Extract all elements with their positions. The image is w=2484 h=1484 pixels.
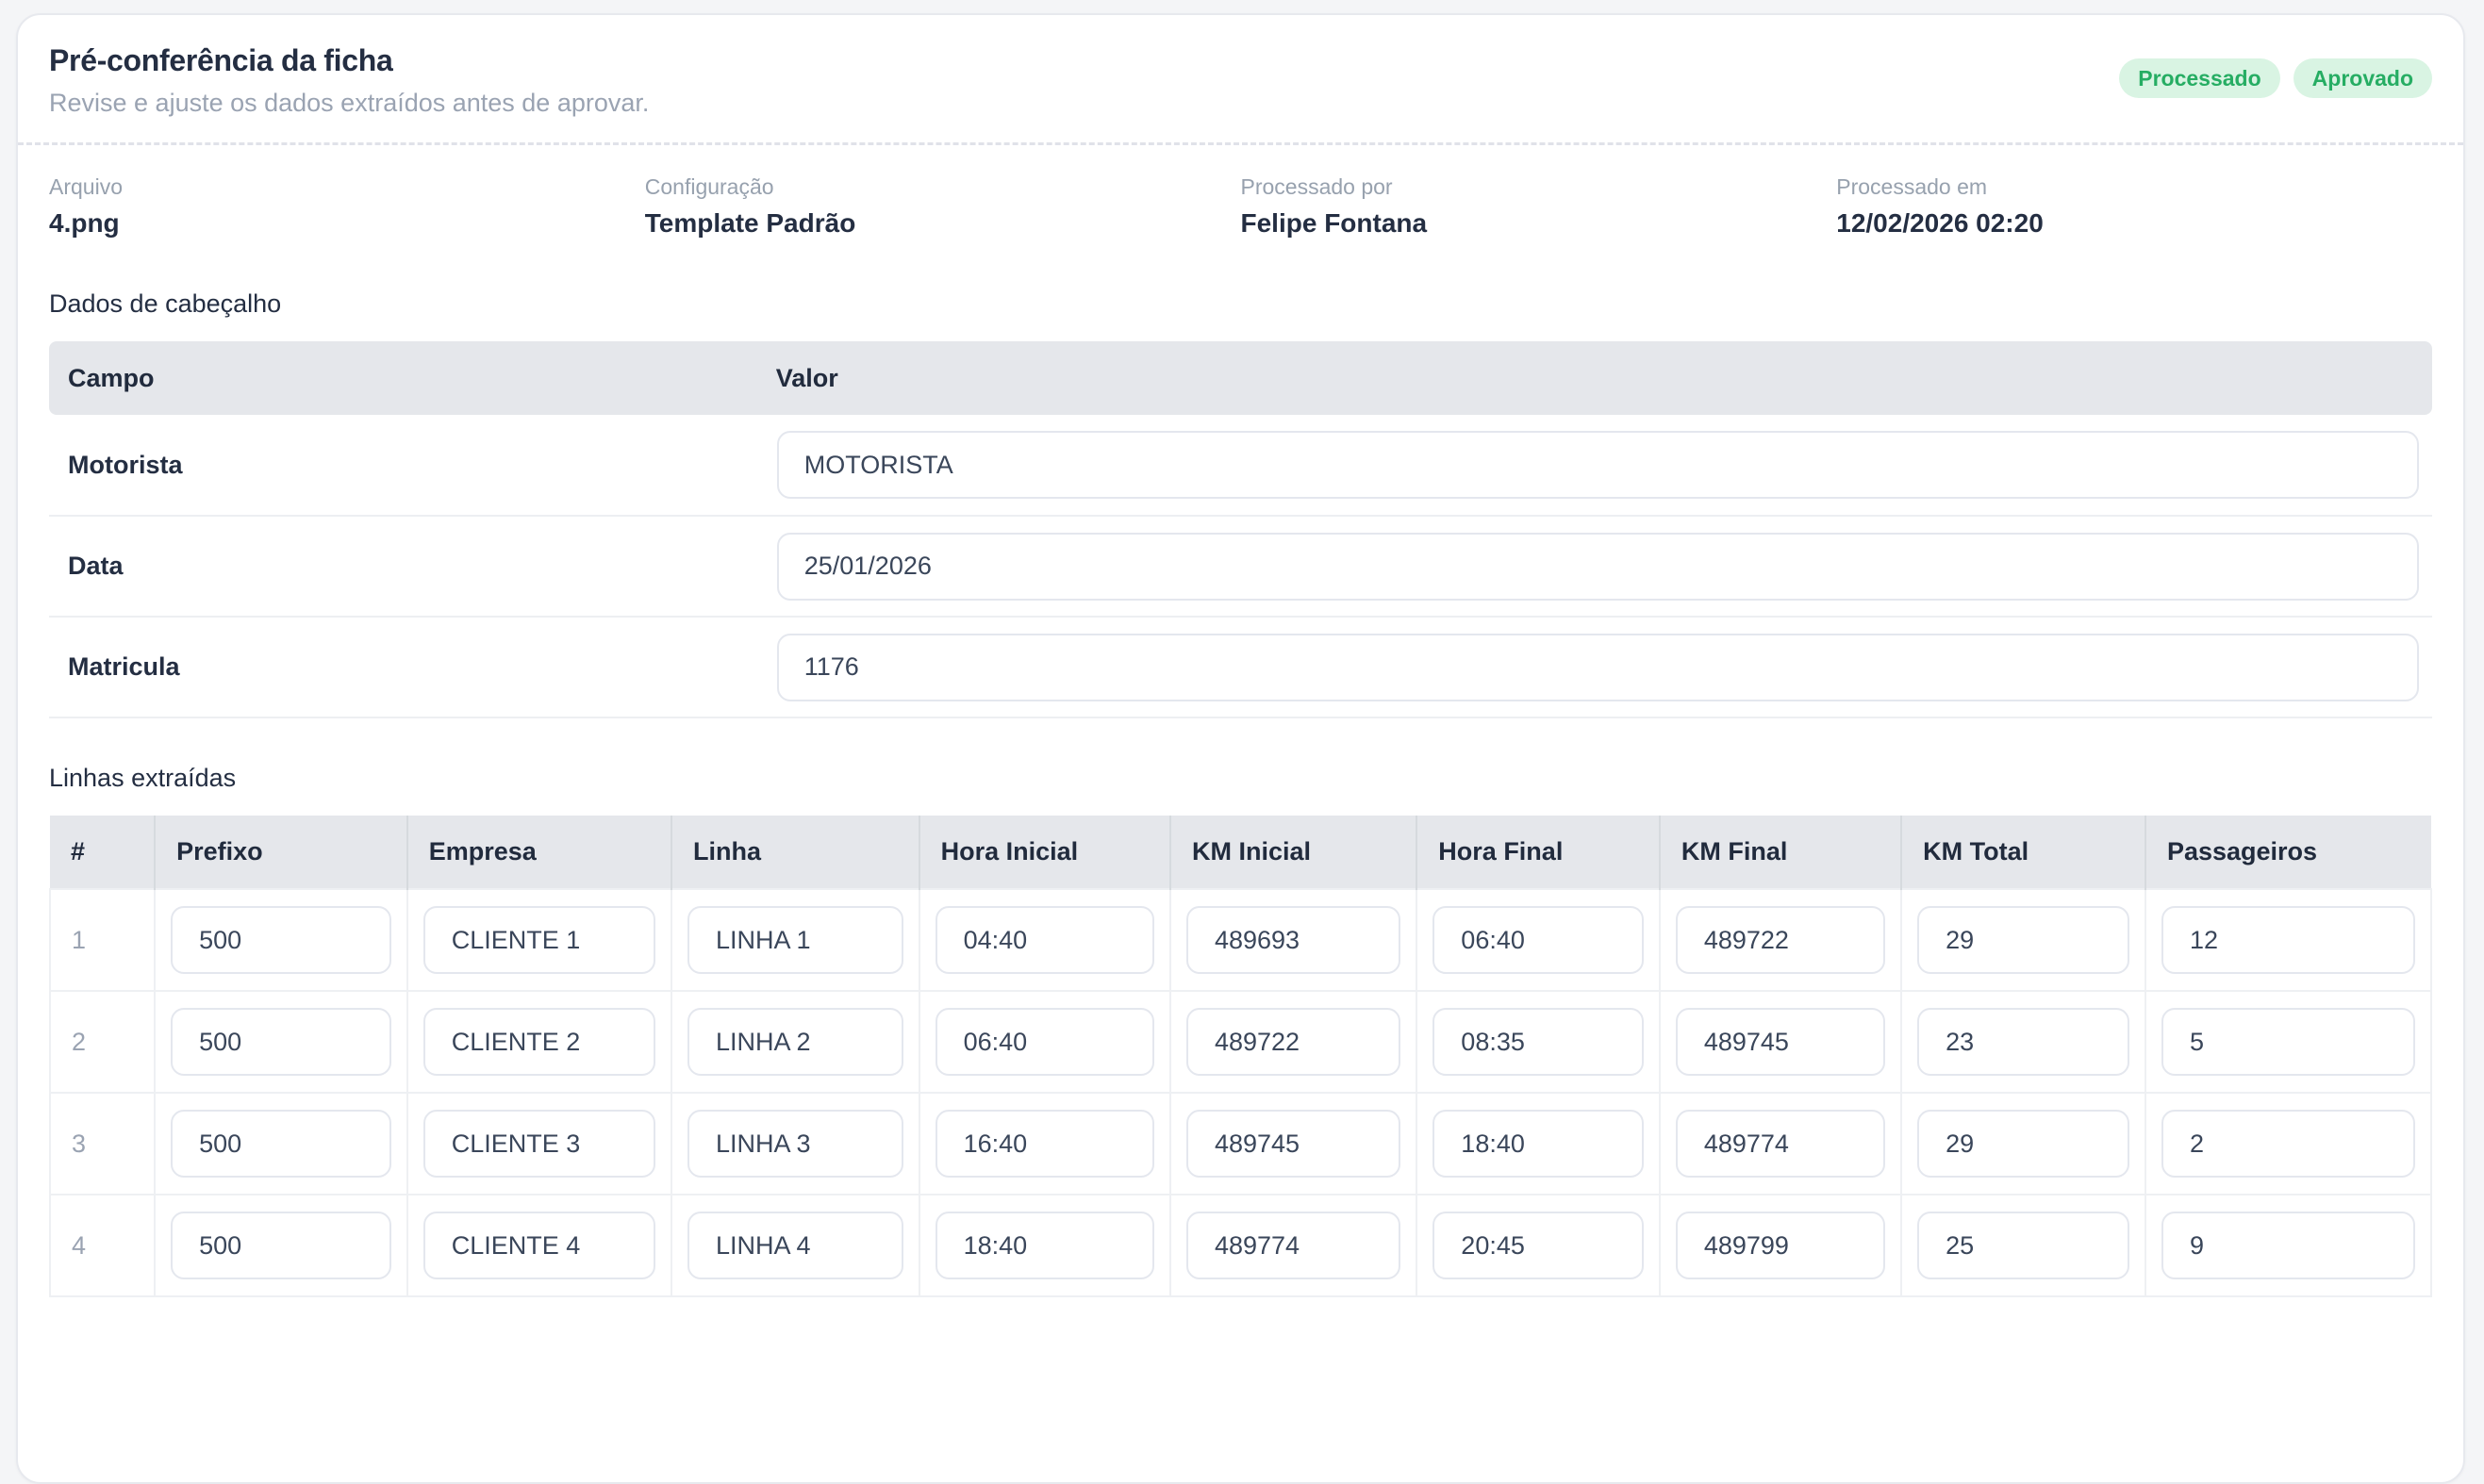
table-row-data: Data xyxy=(49,516,2432,618)
meta-label: Processado em xyxy=(1836,174,1988,199)
prefixo-input[interactable] xyxy=(171,906,391,974)
column-header-hora-final: Hora Final xyxy=(1416,816,1661,889)
km-inicial-input[interactable] xyxy=(1185,906,1401,974)
motorista-input[interactable] xyxy=(776,431,2419,499)
km-total-input[interactable] xyxy=(1917,1212,2129,1279)
column-header-km-inicial: KM Inicial xyxy=(1169,816,1418,889)
table-row: 1 xyxy=(48,888,2433,992)
field-label-data: Data xyxy=(49,516,776,618)
km-total-input[interactable] xyxy=(1917,906,2129,974)
field-label-matricula: Matricula xyxy=(49,617,776,718)
km-final-input[interactable] xyxy=(1675,1110,1886,1178)
empresa-input[interactable] xyxy=(422,1110,655,1178)
table-header-row: Campo Valor xyxy=(49,341,2432,415)
meta-label: Arquivo xyxy=(49,174,123,199)
table-row-matricula: Matricula xyxy=(49,617,2432,718)
column-header-hora-inicial: Hora Inicial xyxy=(919,816,1171,889)
matricula-input[interactable] xyxy=(776,633,2419,701)
meta-value: Felipe Fontana xyxy=(1240,208,1428,238)
column-header-prefixo: Prefixo xyxy=(155,816,408,889)
empresa-input[interactable] xyxy=(422,1008,655,1076)
row-index: 2 xyxy=(48,990,157,1094)
column-header-km-final: KM Final xyxy=(1659,816,1903,889)
status-badges: Processado Aprovado xyxy=(2119,58,2432,98)
meta-value: 4.png xyxy=(49,208,120,238)
column-header-campo: Campo xyxy=(49,341,776,415)
page-title: Pré-conferência da ficha xyxy=(49,43,393,77)
column-header-linha: Linha xyxy=(671,816,920,889)
km-inicial-input[interactable] xyxy=(1185,1008,1401,1076)
passageiros-input[interactable] xyxy=(2161,1212,2415,1279)
km-inicial-input[interactable] xyxy=(1185,1212,1401,1279)
empresa-input[interactable] xyxy=(422,906,655,974)
column-header-index: # xyxy=(50,816,157,889)
header-data-table: Campo Valor Motorista Data Matricula xyxy=(49,341,2432,718)
meta-processado-por: Processado por Felipe Fontana xyxy=(1241,174,1837,239)
km-final-input[interactable] xyxy=(1675,1008,1886,1076)
linha-input[interactable] xyxy=(687,1008,903,1076)
meta-value: Template Padrão xyxy=(644,208,856,238)
linha-input[interactable] xyxy=(687,906,903,974)
pre-check-card: Pré-conferência da ficha Revise e ajuste… xyxy=(16,13,2465,1484)
extracted-lines-table: # Prefixo Empresa Linha Hora Inicial KM … xyxy=(48,816,2433,1297)
card-header: Pré-conferência da ficha Revise e ajuste… xyxy=(49,15,2432,142)
file-meta: Arquivo 4.png Configuração Template Padr… xyxy=(49,145,2432,244)
status-badge-aprovado: Aprovado xyxy=(2293,58,2432,98)
passageiros-input[interactable] xyxy=(2161,1008,2415,1076)
km-total-input[interactable] xyxy=(1917,1008,2129,1076)
column-header-passageiros: Passageiros xyxy=(2145,816,2431,889)
prefixo-input[interactable] xyxy=(171,1110,391,1178)
meta-label: Configuração xyxy=(644,174,774,199)
hora-final-input[interactable] xyxy=(1432,1212,1644,1279)
table-row: 2 xyxy=(48,990,2433,1094)
passageiros-input[interactable] xyxy=(2161,906,2415,974)
hora-inicial-input[interactable] xyxy=(935,1008,1154,1076)
empresa-input[interactable] xyxy=(422,1212,655,1279)
meta-arquivo: Arquivo 4.png xyxy=(49,174,645,239)
field-label-motorista: Motorista xyxy=(49,415,776,517)
table-row-motorista: Motorista xyxy=(49,415,2432,517)
linha-input[interactable] xyxy=(687,1212,903,1279)
hora-inicial-input[interactable] xyxy=(935,1110,1154,1178)
row-index: 1 xyxy=(48,888,157,992)
table-row: 3 xyxy=(48,1092,2433,1195)
prefixo-input[interactable] xyxy=(171,1212,391,1279)
meta-value: 12/02/2026 02:20 xyxy=(1836,208,2044,238)
meta-processado-em: Processado em 12/02/2026 02:20 xyxy=(1836,174,2432,239)
section-title-dados-cabecalho: Dados de cabeçalho xyxy=(49,289,282,318)
row-index: 3 xyxy=(48,1092,157,1195)
passageiros-input[interactable] xyxy=(2161,1110,2415,1178)
hora-final-input[interactable] xyxy=(1432,1008,1644,1076)
dashed-divider xyxy=(18,142,2463,145)
prefixo-input[interactable] xyxy=(171,1008,391,1076)
km-total-input[interactable] xyxy=(1917,1110,2129,1178)
row-index: 4 xyxy=(48,1194,157,1297)
km-inicial-input[interactable] xyxy=(1185,1110,1401,1178)
status-badge-processado: Processado xyxy=(2119,58,2280,98)
hora-inicial-input[interactable] xyxy=(935,1212,1154,1279)
hora-final-input[interactable] xyxy=(1432,906,1644,974)
page-subtitle: Revise e ajuste os dados extraídos antes… xyxy=(49,89,650,117)
meta-configuracao: Configuração Template Padrão xyxy=(645,174,1241,239)
hora-final-input[interactable] xyxy=(1432,1110,1644,1178)
section-title-linhas-extraidas: Linhas extraídas xyxy=(49,764,237,792)
km-final-input[interactable] xyxy=(1675,906,1886,974)
table-row: 4 xyxy=(48,1194,2433,1297)
km-final-input[interactable] xyxy=(1675,1212,1886,1279)
meta-label: Processado por xyxy=(1240,174,1393,199)
column-header-empresa: Empresa xyxy=(406,816,673,889)
column-header-km-total: KM Total xyxy=(1901,816,2146,889)
linha-input[interactable] xyxy=(687,1110,903,1178)
table-header-row: # Prefixo Empresa Linha Hora Inicial KM … xyxy=(50,816,2431,889)
title-block: Pré-conferência da ficha Revise e ajuste… xyxy=(49,43,649,118)
data-input[interactable] xyxy=(776,532,2419,601)
hora-inicial-input[interactable] xyxy=(935,906,1154,974)
column-header-valor: Valor xyxy=(775,341,2432,415)
